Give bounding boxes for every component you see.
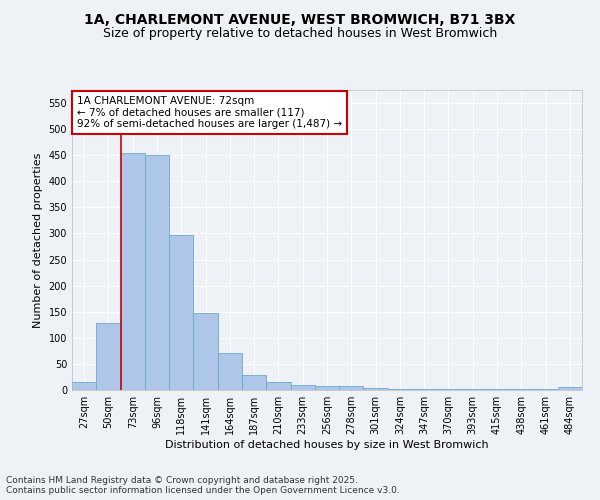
Y-axis label: Number of detached properties: Number of detached properties — [33, 152, 43, 328]
Bar — [72, 382, 96, 390]
Bar — [558, 388, 582, 390]
Bar — [412, 389, 436, 390]
Bar — [218, 354, 242, 390]
Bar — [121, 152, 145, 390]
Bar — [96, 323, 121, 390]
Text: Contains HM Land Registry data © Crown copyright and database right 2025.
Contai: Contains HM Land Registry data © Crown c… — [6, 476, 400, 495]
Bar — [339, 386, 364, 390]
Bar — [290, 385, 315, 390]
Bar — [266, 382, 290, 390]
Bar — [315, 386, 339, 390]
Bar — [364, 388, 388, 390]
Bar — [169, 234, 193, 390]
Text: 1A, CHARLEMONT AVENUE, WEST BROMWICH, B71 3BX: 1A, CHARLEMONT AVENUE, WEST BROMWICH, B7… — [85, 12, 515, 26]
Bar — [193, 313, 218, 390]
Text: Size of property relative to detached houses in West Bromwich: Size of property relative to detached ho… — [103, 28, 497, 40]
X-axis label: Distribution of detached houses by size in West Bromwich: Distribution of detached houses by size … — [165, 440, 489, 450]
Bar — [242, 376, 266, 390]
Bar — [388, 389, 412, 390]
Bar — [145, 155, 169, 390]
Text: 1A CHARLEMONT AVENUE: 72sqm
← 7% of detached houses are smaller (117)
92% of sem: 1A CHARLEMONT AVENUE: 72sqm ← 7% of deta… — [77, 96, 342, 129]
